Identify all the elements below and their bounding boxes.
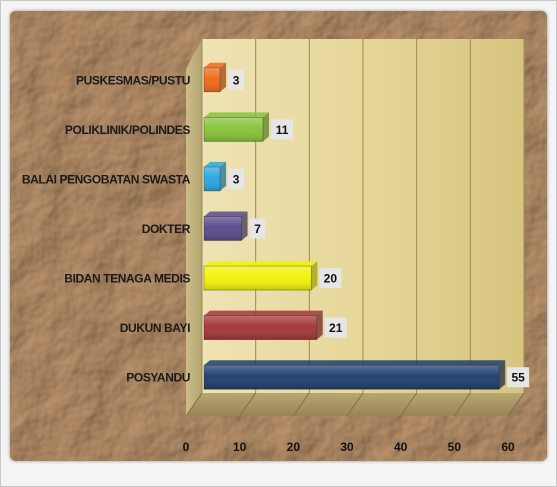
value-label-2: 11 — [276, 123, 289, 137]
x-tick-label-40: 40 — [394, 440, 408, 454]
value-label-1: 3 — [233, 73, 240, 87]
category-label-4: DOKTER — [142, 222, 191, 236]
category-label-7: POSYANDU — [126, 371, 190, 385]
x-tick-label-0: 0 — [183, 440, 190, 454]
category-label-1: PUSKESMAS/PUSTU — [76, 73, 190, 87]
chart-panel: 3 11 3 7 20 21 55 PUSKESMAS/PUSTU POLIKLINIK/PO… — [10, 11, 547, 461]
category-label-6: DUKUN BAYI — [120, 321, 190, 335]
value-label-3: 3 — [233, 172, 240, 186]
bar-6 — [204, 311, 323, 340]
category-label-2: POLIKLINIK/POLINDES — [65, 123, 190, 137]
x-tick-label-50: 50 — [448, 440, 462, 454]
category-label-3: BALAI PENGOBATAN SWASTA — [22, 172, 191, 186]
x-tick-label-60: 60 — [501, 440, 515, 454]
x-tick-label-20: 20 — [287, 440, 301, 454]
category-label-5: BIDAN TENAGA MEDIS — [64, 272, 190, 286]
bar-4 — [204, 212, 248, 241]
bar-7 — [204, 360, 505, 389]
bar-5 — [204, 261, 317, 290]
x-tick-label-10: 10 — [233, 440, 247, 454]
value-label-6: 21 — [329, 321, 343, 335]
x-tick-label-30: 30 — [340, 440, 354, 454]
bar-1 — [204, 63, 226, 92]
bar-2 — [204, 112, 269, 141]
value-label-4: 7 — [254, 222, 261, 236]
value-label-5: 20 — [324, 272, 338, 286]
bar-chart: 3 11 3 7 20 21 55 PUSKESMAS/PUSTU POLIKLINIK/PO… — [10, 11, 547, 461]
value-label-7: 55 — [511, 371, 525, 385]
bar-3 — [204, 162, 226, 191]
